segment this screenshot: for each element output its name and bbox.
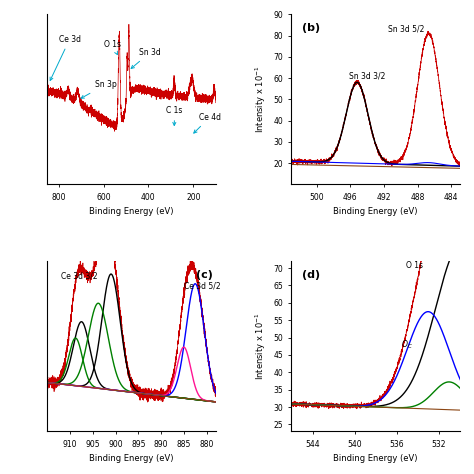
Text: O 1s: O 1s (103, 40, 120, 55)
Text: Sn 3d: Sn 3d (131, 48, 161, 68)
Text: Sn 3d 5/2: Sn 3d 5/2 (388, 24, 424, 33)
Y-axis label: Intensity x 10$^{-1}$: Intensity x 10$^{-1}$ (254, 312, 268, 380)
Text: Ce 4d: Ce 4d (194, 113, 221, 133)
Text: $O_C$: $O_C$ (401, 339, 412, 351)
X-axis label: Binding Energy (eV): Binding Energy (eV) (89, 454, 174, 463)
Text: O 1s: O 1s (406, 261, 423, 270)
Text: Ce 3d 5/2: Ce 3d 5/2 (184, 282, 220, 291)
Text: Sn 3p: Sn 3p (81, 80, 116, 98)
X-axis label: Binding Energy (eV): Binding Energy (eV) (333, 454, 418, 463)
Y-axis label: Intensity x 10$^{-1}$: Intensity x 10$^{-1}$ (254, 65, 268, 133)
Text: (b): (b) (301, 23, 319, 33)
X-axis label: Binding Energy (eV): Binding Energy (eV) (89, 207, 174, 216)
Text: Sn 3d 3/2: Sn 3d 3/2 (349, 71, 385, 80)
Text: Ce 3d 3/2: Ce 3d 3/2 (61, 271, 98, 280)
Text: (d): (d) (301, 270, 319, 280)
Text: (c): (c) (195, 270, 212, 280)
Text: C 1s: C 1s (166, 106, 182, 126)
Text: Ce 3d: Ce 3d (50, 35, 81, 81)
X-axis label: Binding Energy (eV): Binding Energy (eV) (333, 207, 418, 216)
